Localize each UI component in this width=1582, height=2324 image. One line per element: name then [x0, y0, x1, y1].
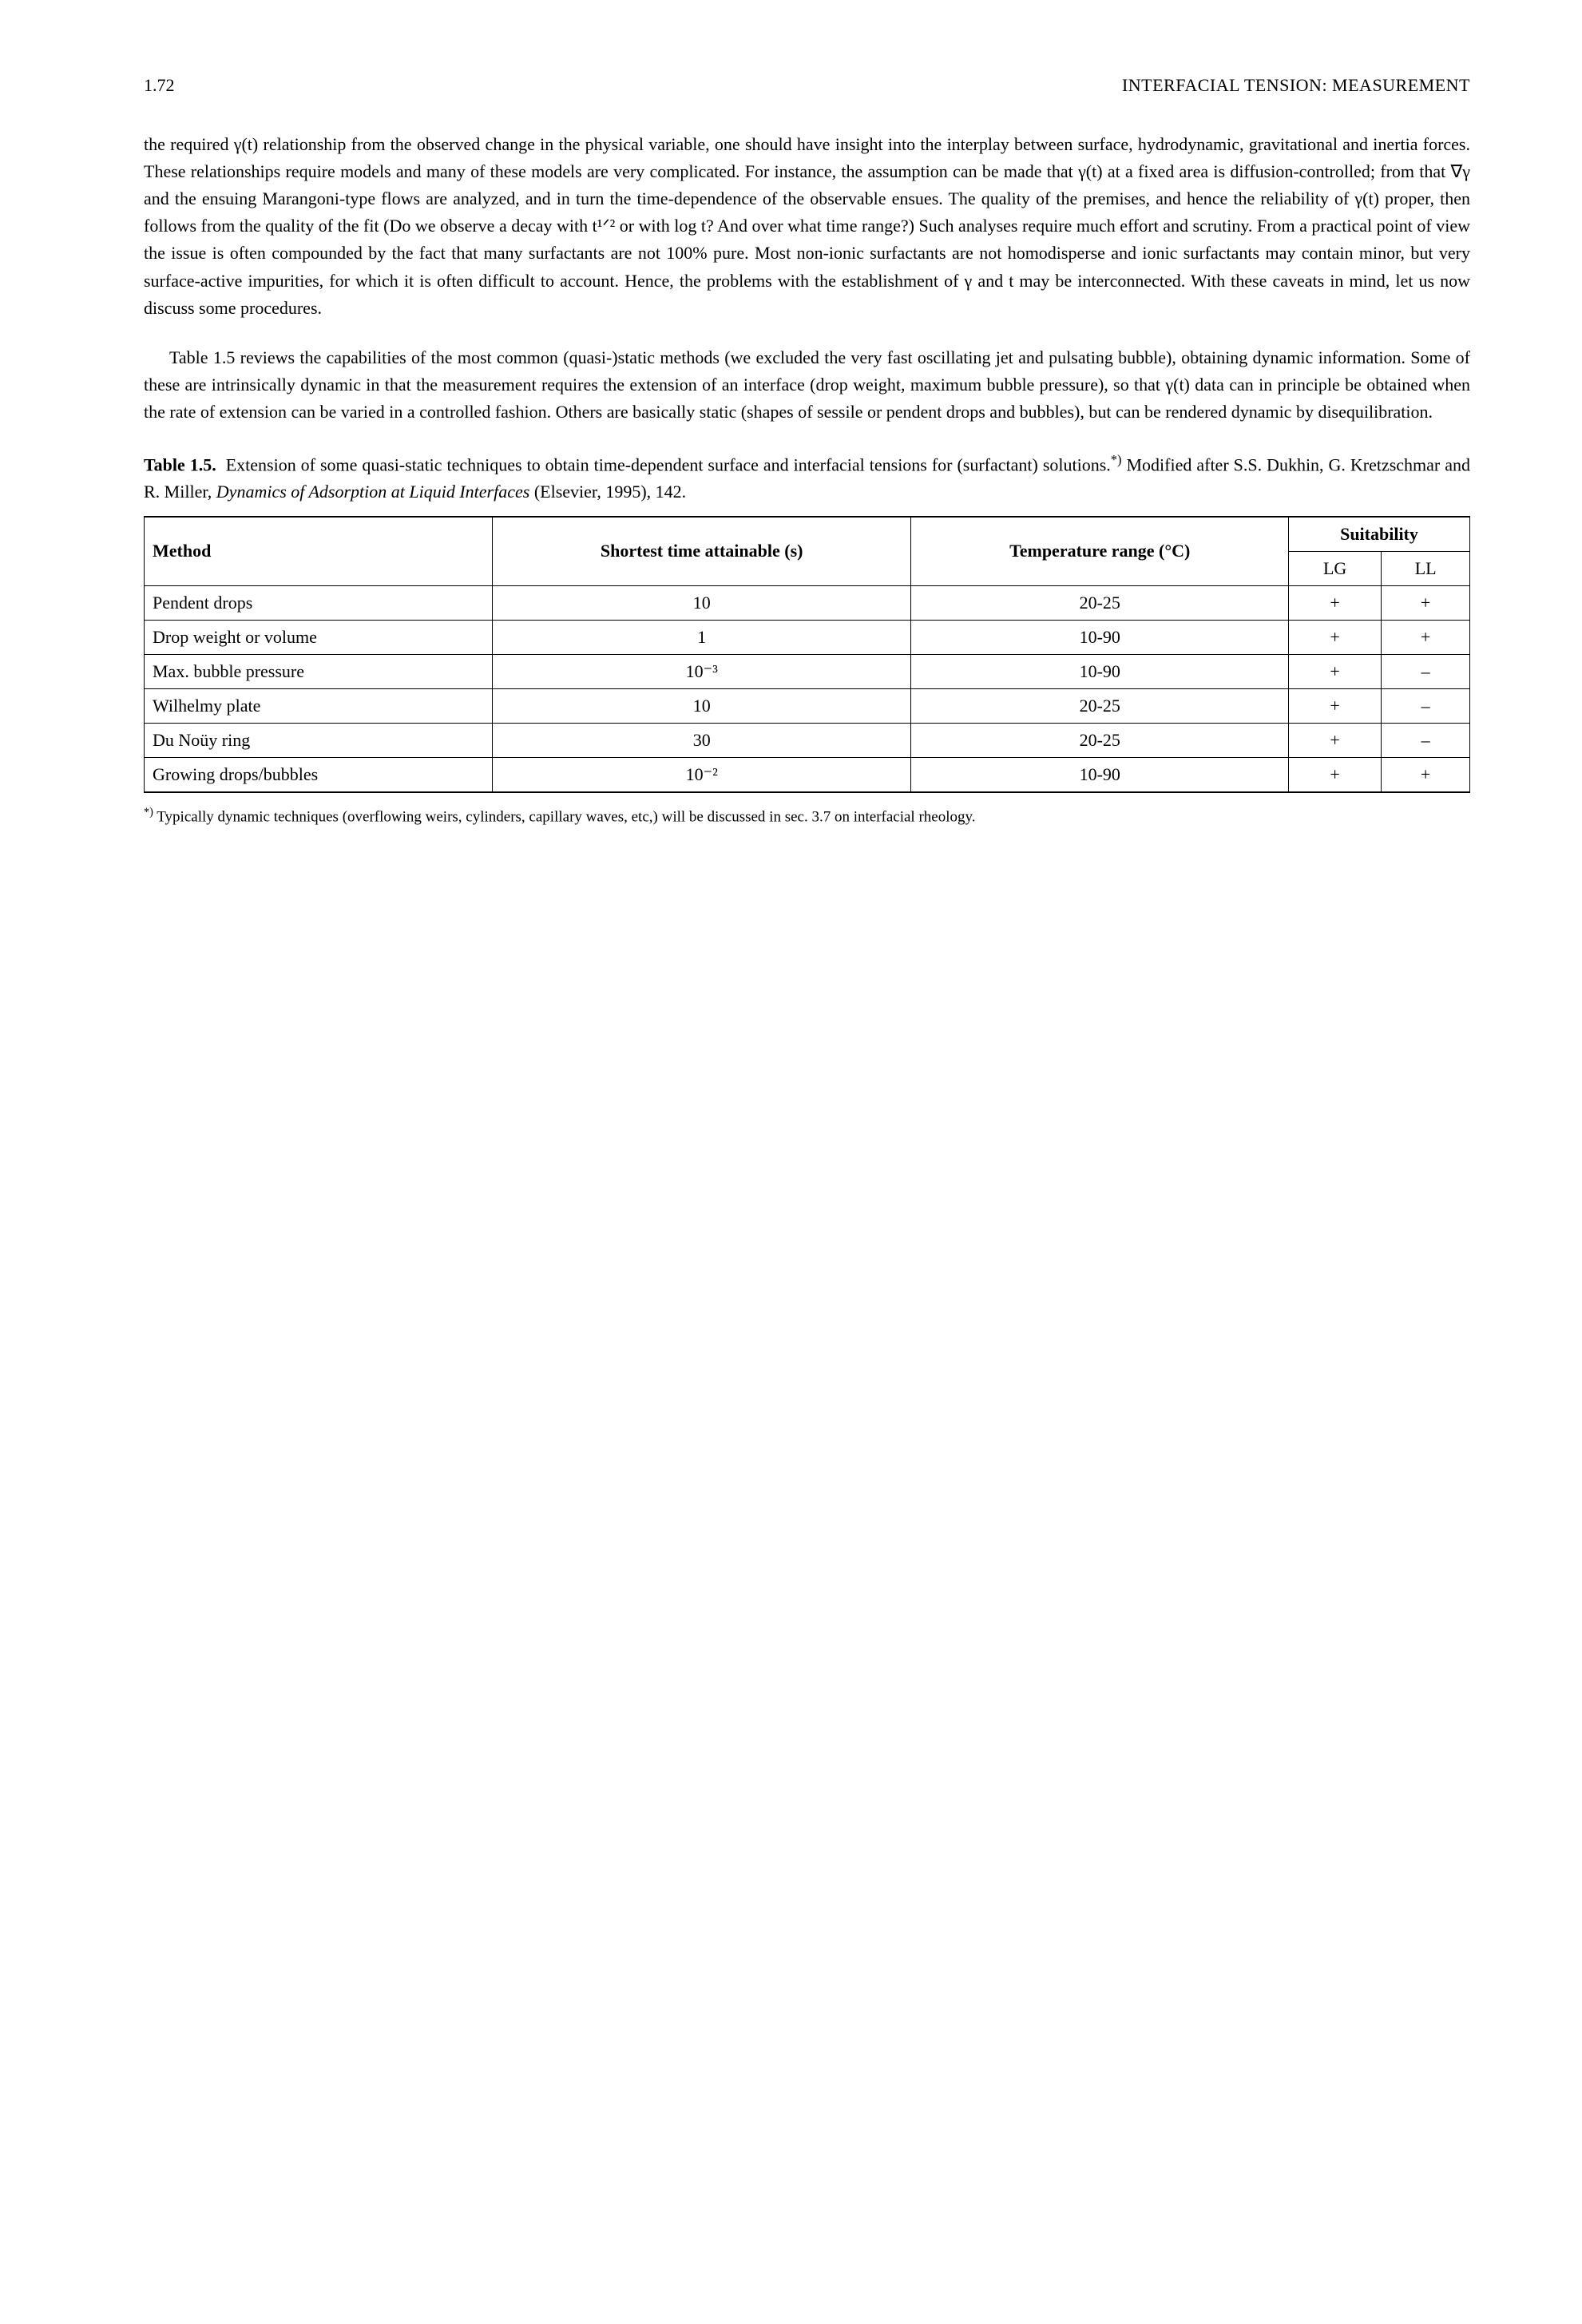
page-header: 1.72 INTERFACIAL TENSION: MEASUREMENT — [144, 72, 1470, 99]
table-label: Table 1.5. — [144, 454, 216, 474]
table-cell: + — [1288, 654, 1381, 688]
table-cell: 10 — [492, 585, 911, 620]
table-cell: + — [1288, 689, 1381, 724]
table-cell: + — [1382, 620, 1470, 654]
table-cell: + — [1288, 758, 1381, 793]
table-cell: 20-25 — [911, 689, 1289, 724]
section-title: INTERFACIAL TENSION: MEASUREMENT — [1122, 72, 1470, 99]
table-cell: Max. bubble pressure — [145, 654, 493, 688]
table-cell: + — [1288, 620, 1381, 654]
table-cell: Du Noüy ring — [145, 724, 493, 758]
table-cell: Growing drops/bubbles — [145, 758, 493, 793]
table-cell: + — [1288, 724, 1381, 758]
table-cell: – — [1382, 689, 1470, 724]
footnote-text: Typically dynamic techniques (overflowin… — [153, 809, 976, 826]
table-cell: 10⁻² — [492, 758, 911, 793]
table-cell: 10-90 — [911, 620, 1289, 654]
th-method: Method — [145, 517, 493, 586]
table-cell: 10⁻³ — [492, 654, 911, 688]
caption-sup: *) — [1111, 452, 1122, 467]
table-cell: – — [1382, 654, 1470, 688]
th-lg: LG — [1288, 551, 1381, 585]
table-cell: Drop weight or volume — [145, 620, 493, 654]
paragraph-1: the required γ(t) relationship from the … — [144, 131, 1470, 322]
table-cell: 20-25 — [911, 724, 1289, 758]
table-cell: 10-90 — [911, 758, 1289, 793]
table-cell: + — [1382, 758, 1470, 793]
table-cell: 10 — [492, 689, 911, 724]
table-cell: + — [1382, 585, 1470, 620]
footnote: *) Typically dynamic techniques (overflo… — [144, 804, 1470, 829]
methods-table: Method Shortest time attainable (s) Temp… — [144, 516, 1470, 794]
th-ll: LL — [1382, 551, 1470, 585]
caption-text-pre: Extension of some quasi-static technique… — [226, 454, 1111, 474]
paragraph-2: Table 1.5 reviews the capabilities of th… — [144, 344, 1470, 426]
table-caption: Table 1.5. Extension of some quasi-stati… — [144, 450, 1470, 506]
table-cell: 30 — [492, 724, 911, 758]
table-cell: Pendent drops — [145, 585, 493, 620]
table-cell: – — [1382, 724, 1470, 758]
page-number: 1.72 — [144, 72, 175, 99]
table-cell: 20-25 — [911, 585, 1289, 620]
th-suitability: Suitability — [1288, 517, 1469, 552]
th-temp: Temperature range (°C) — [911, 517, 1289, 586]
caption-text-tail: (Elsevier, 1995), 142. — [529, 482, 686, 502]
caption-italic: Dynamics of Adsorption at Liquid Interfa… — [216, 482, 530, 502]
th-time: Shortest time attainable (s) — [492, 517, 911, 586]
table-cell: + — [1288, 585, 1381, 620]
footnote-sup: *) — [144, 806, 153, 819]
table-cell: 10-90 — [911, 654, 1289, 688]
table-cell: 1 — [492, 620, 911, 654]
table-cell: Wilhelmy plate — [145, 689, 493, 724]
